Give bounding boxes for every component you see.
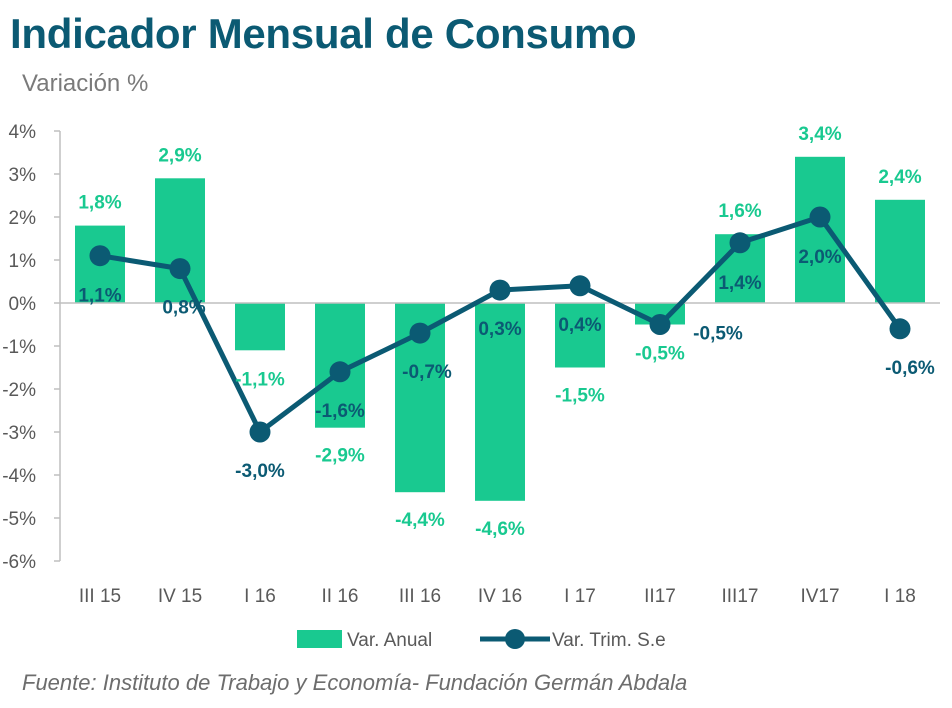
y-tick-label: 4% — [9, 122, 37, 143]
bar-var-anual — [875, 199, 925, 303]
data-label-var-trim: -1,6% — [315, 401, 365, 422]
data-label-var-trim: 1,4% — [718, 273, 761, 294]
data-label-var-anual: -1,5% — [555, 386, 605, 407]
y-tick-label: 3% — [9, 165, 37, 186]
x-tick-label: I 17 — [564, 586, 596, 607]
data-label-var-anual: -4,6% — [475, 519, 525, 540]
y-tick-label: -5% — [2, 509, 36, 530]
point-var-trim — [649, 314, 671, 335]
x-axis: III 15 IV 15 I 16 II 16 III 16 IV 16 I 17 II17 I… — [79, 586, 916, 607]
data-label-var-anual: 2,9% — [158, 145, 201, 166]
data-label-var-trim: 0,8% — [162, 298, 205, 319]
data-label-var-trim: -0,5% — [693, 324, 743, 345]
data-label-var-trim: 1,1% — [78, 286, 121, 307]
bar-var-anual — [555, 303, 605, 368]
y-tick-label: 0% — [9, 294, 37, 315]
legend: Var. Anual Var. Trim. S.e — [297, 629, 666, 651]
data-label-var-anual: 1,6% — [718, 201, 761, 222]
point-var-trim — [249, 421, 271, 443]
y-tick-label: -3% — [2, 423, 36, 444]
chart-subtitle: Variación % — [22, 70, 149, 97]
point-var-trim — [169, 258, 191, 280]
point-var-trim — [489, 279, 511, 301]
data-label-var-anual: 1,8% — [78, 193, 121, 214]
legend-label-var-anual: Var. Anual — [347, 630, 432, 651]
point-var-trim — [569, 275, 591, 297]
x-tick-label: IV 15 — [158, 586, 202, 607]
x-tick-label: IV 16 — [478, 586, 522, 607]
bars-var-anual — [75, 156, 925, 501]
x-tick-label: IV17 — [800, 586, 839, 607]
data-label-var-trim: -0,7% — [402, 362, 452, 383]
point-var-trim — [889, 318, 911, 340]
y-tick-label: -4% — [2, 466, 36, 487]
y-tick-label: -2% — [2, 380, 36, 401]
legend-swatch-var-anual — [297, 630, 342, 648]
x-tick-label: III 16 — [399, 586, 441, 607]
bar-var-anual — [155, 178, 205, 303]
bar-var-anual — [795, 156, 845, 303]
data-label-var-trim: 0,3% — [478, 319, 521, 340]
y-axis: 4% 3% 2% 1% 0% -1% -2% -3% -4% -5% -6% — [2, 122, 61, 573]
source-note: Fuente: Instituto de Trabajo y Economía-… — [22, 670, 688, 695]
point-var-trim — [89, 245, 111, 267]
legend-marker-var-trim — [505, 629, 525, 649]
y-tick-label: 1% — [9, 251, 37, 272]
data-label-var-trim: -3,0% — [235, 461, 285, 482]
data-label-var-anual: 2,4% — [878, 167, 921, 188]
y-tick-label: -6% — [2, 552, 36, 573]
bar-var-anual — [235, 303, 285, 351]
data-label-var-anual: 3,4% — [798, 124, 841, 145]
x-tick-label: III 15 — [79, 586, 121, 607]
data-label-var-anual: -4,4% — [395, 510, 445, 531]
point-var-trim — [809, 206, 831, 228]
data-label-var-trim: 0,4% — [558, 315, 601, 336]
data-label-var-trim: -0,6% — [885, 358, 935, 379]
data-label-var-anual: -2,9% — [315, 446, 365, 467]
line-var-trim — [89, 206, 911, 443]
x-tick-label: II 16 — [322, 586, 359, 607]
x-tick-label: III17 — [722, 586, 759, 607]
data-label-var-anual: -1,1% — [235, 369, 285, 390]
x-tick-label: I 16 — [244, 586, 276, 607]
data-label-var-anual: -0,5% — [635, 344, 685, 365]
bar-var-anual — [475, 303, 525, 501]
legend-label-var-trim: Var. Trim. S.e — [552, 630, 666, 651]
point-var-trim — [409, 322, 431, 344]
x-tick-label: II17 — [644, 586, 676, 607]
data-labels: 1,8% 2,9% -1,1% -2,9% -4,4% -4,6% -1,5% -0,5% 1,… — [78, 124, 935, 540]
x-tick-label: I 18 — [884, 586, 916, 607]
y-tick-label: -1% — [2, 337, 36, 358]
point-var-trim — [329, 361, 351, 383]
chart-title: Indicador Mensual de Consumo — [10, 10, 637, 57]
point-var-trim — [729, 232, 751, 254]
y-tick-label: 2% — [9, 208, 37, 229]
data-label-var-trim: 2,0% — [798, 247, 841, 268]
